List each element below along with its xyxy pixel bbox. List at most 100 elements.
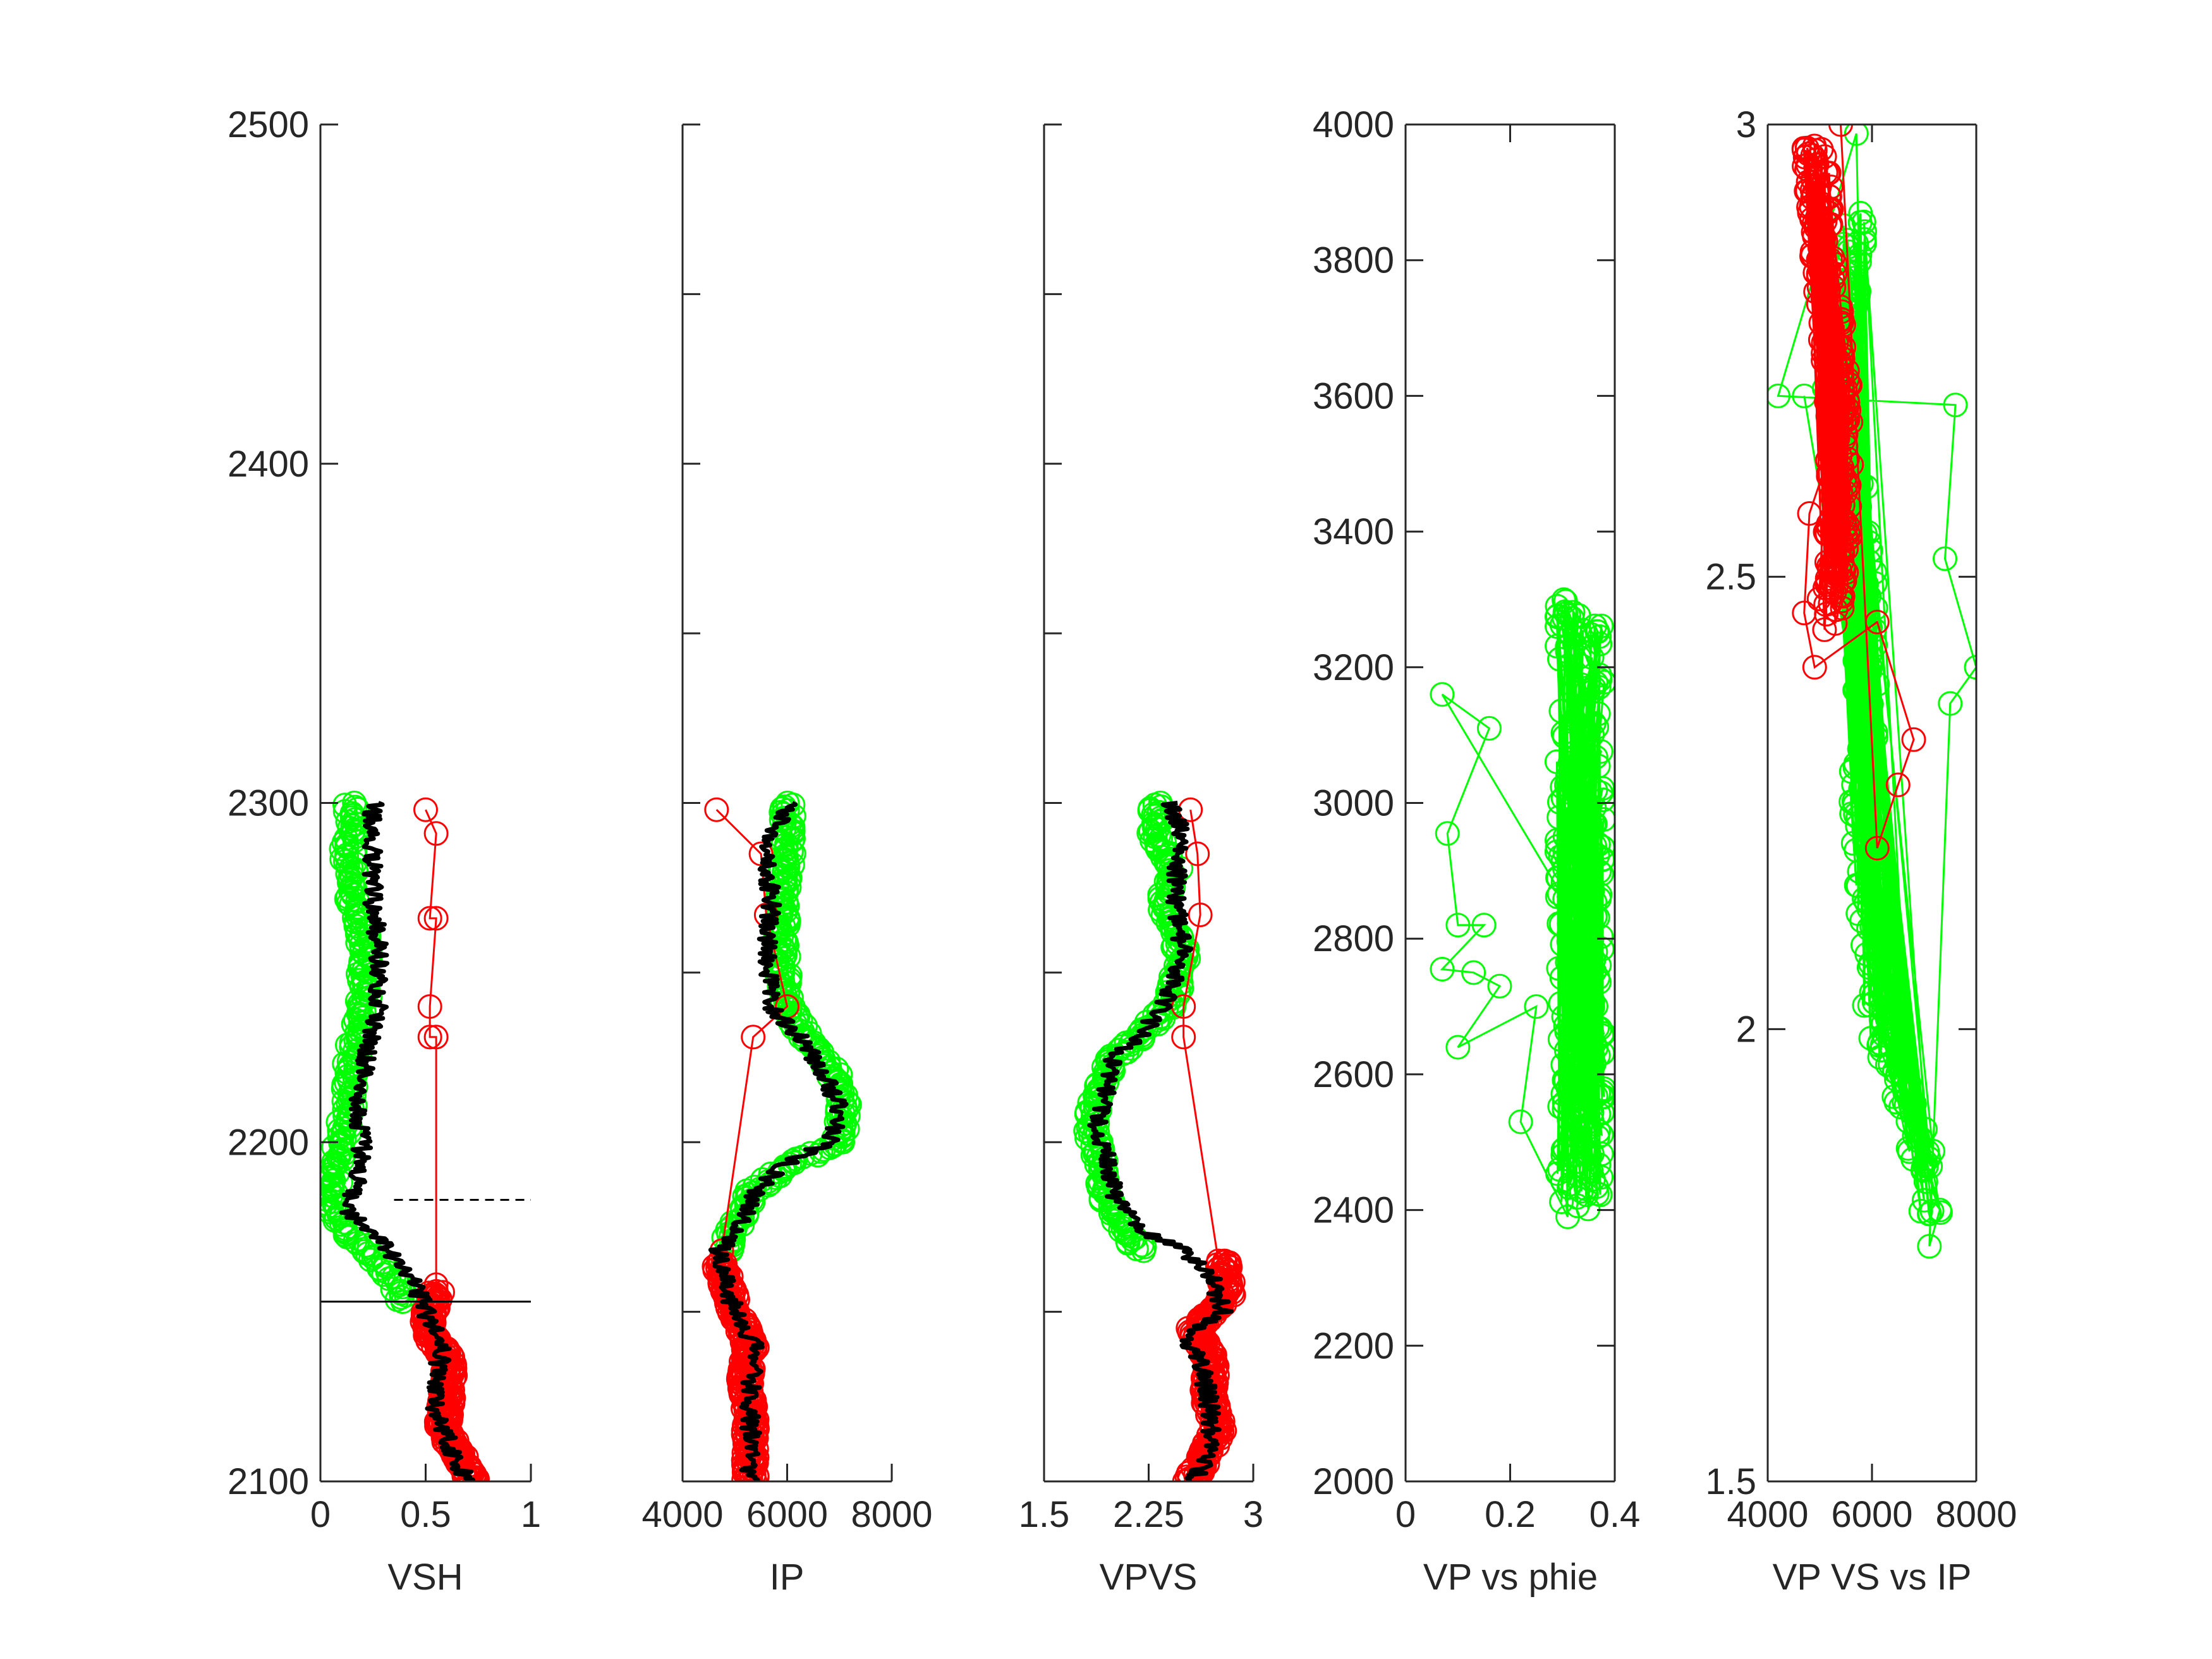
data-point (1856, 916, 1881, 941)
y-tick-label: 3 (1736, 104, 1756, 145)
data-point (1563, 1097, 1588, 1121)
data-point (1858, 615, 1883, 640)
data-point (1811, 330, 1836, 355)
data-point (1861, 982, 1887, 1007)
series-2 (1171, 797, 1231, 1273)
data-point (1212, 1248, 1237, 1273)
axes: 4000 6000 8000 1.5 2 2.5 3 (1705, 104, 2017, 1535)
log-curve (339, 801, 476, 1481)
data-point (1545, 884, 1570, 909)
data-point (1864, 609, 1890, 635)
data-point (1563, 744, 1588, 769)
data-point (1552, 841, 1577, 866)
data-point (332, 793, 358, 818)
data-point (1801, 181, 1826, 206)
data-point (1817, 184, 1842, 209)
y-tick-label: 2300 (228, 783, 309, 824)
data-point (1824, 432, 1849, 458)
xlabel-ip: IP (770, 1557, 805, 1598)
data-point (413, 797, 438, 822)
data-point (1583, 744, 1608, 770)
data-point (1828, 334, 1853, 359)
data-point (1883, 1090, 1909, 1115)
data-point (1445, 1035, 1471, 1060)
data-point (1917, 1234, 1942, 1259)
x-tick-label: 0.4 (1589, 1494, 1641, 1535)
data-point (1917, 1201, 1942, 1226)
y-tick-label: 2200 (1313, 1325, 1394, 1366)
data-point (1857, 583, 1882, 609)
data-point (1938, 691, 1963, 716)
data-point (1835, 512, 1860, 537)
data-point (1562, 1106, 1588, 1131)
data-point (1821, 514, 1846, 538)
data-point (1792, 154, 1817, 179)
y-tick-label: 2500 (228, 104, 309, 145)
data-point (1591, 1021, 1615, 1046)
y-tick-label: 2600 (1313, 1054, 1394, 1095)
data-point (1857, 659, 1883, 684)
data-point (417, 906, 442, 931)
data-point (1843, 676, 1868, 702)
data-point (1584, 714, 1610, 739)
xlabel-vsh: VSH (387, 1557, 463, 1598)
data-point (1588, 667, 1613, 692)
data-point (1555, 1204, 1580, 1229)
data-point (1589, 924, 1614, 949)
data-point (741, 1024, 766, 1050)
data-point (1569, 653, 1595, 679)
data-point (1852, 231, 1877, 256)
data-point (1838, 759, 1864, 784)
data-point (1871, 1023, 1897, 1048)
data-point (1836, 521, 1861, 546)
y-tick-label: 3200 (1313, 647, 1394, 688)
series-3 (339, 801, 476, 1481)
data-point (1832, 399, 1857, 423)
data-point (1589, 613, 1614, 638)
data-point (1552, 824, 1577, 849)
data-point (1844, 837, 1869, 863)
data-point (1844, 125, 1869, 146)
data-point (1799, 207, 1824, 232)
data-point (1804, 211, 1829, 236)
data-point (1860, 772, 1885, 798)
data-point (423, 821, 449, 846)
data-point (1863, 921, 1888, 946)
data-point (1881, 1059, 1907, 1084)
data-point (1835, 358, 1860, 384)
data-point (1816, 382, 1842, 407)
subplot-vpvs-vs-ip: 4000 6000 8000 1.5 2 2.5 3 (1705, 104, 2017, 1535)
data-point (1583, 890, 1608, 915)
data-point (1560, 709, 1585, 734)
subplot-vpvs: 1.5 2.25 3 (1019, 123, 1263, 1535)
connector-line (1440, 599, 1605, 1218)
data-point (1861, 990, 1887, 1015)
data-point (1869, 908, 1894, 933)
data-point (1569, 1034, 1594, 1059)
data-point (1842, 792, 1867, 817)
data-point (1796, 169, 1821, 195)
data-point (1573, 1160, 1598, 1185)
data-point (1838, 372, 1863, 398)
data-point (1476, 715, 1502, 741)
x-tick-label: 1.5 (1019, 1494, 1070, 1535)
data-point (748, 841, 774, 866)
series-3 (1087, 801, 1234, 1481)
data-point (345, 796, 370, 822)
xlabel-vp-vs-phie: VP vs phie (1423, 1557, 1598, 1598)
data-point (332, 799, 358, 824)
data-point (1828, 307, 1854, 332)
x-tick-label: 2.25 (1113, 1494, 1184, 1535)
data-point (1589, 1122, 1614, 1147)
data-point (1586, 1081, 1612, 1106)
data-point (1814, 569, 1840, 595)
data-point (1868, 1007, 1893, 1032)
data-point (1819, 368, 1844, 392)
data-point (1901, 727, 1926, 752)
data-point (1848, 200, 1873, 226)
data-point (1430, 957, 1455, 981)
y-tick-label: 3400 (1313, 511, 1394, 552)
data-point (1859, 980, 1884, 1006)
y-tick-label: 2400 (1313, 1190, 1394, 1231)
data-point (1863, 889, 1888, 914)
